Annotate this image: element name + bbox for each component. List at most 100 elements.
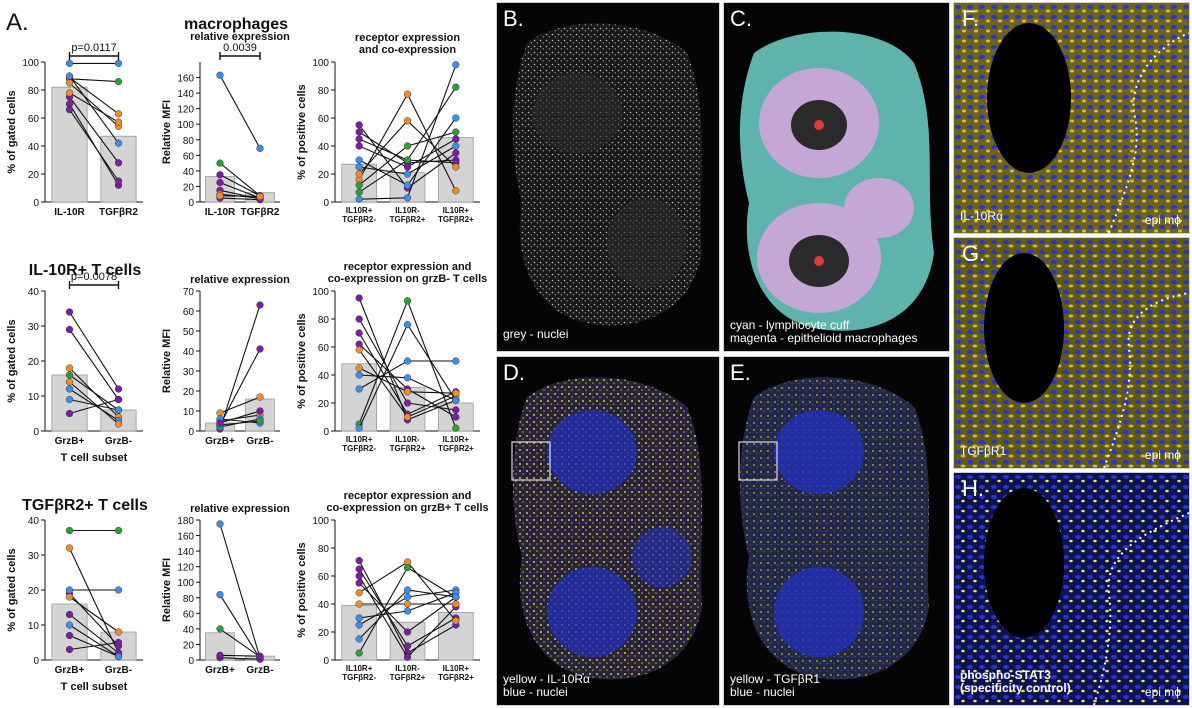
pair-line [219, 418, 261, 424]
x-tick-label: GrzB- [246, 665, 273, 676]
micrograph-d-letter: D. [503, 360, 525, 385]
data-point [403, 600, 412, 608]
y-tick-label: 20 [318, 170, 330, 181]
x-tick-label: TGFβR2- [342, 215, 376, 224]
data-point [452, 83, 460, 91]
pair-line [69, 381, 119, 425]
data-point [216, 520, 224, 528]
data-point [452, 135, 460, 143]
pair-line [219, 162, 261, 197]
y-tick-label: 80 [318, 315, 330, 326]
pair-line [219, 657, 261, 660]
data-point [403, 194, 412, 202]
data-point [65, 409, 74, 418]
y-tick-label: 180 [177, 516, 194, 527]
data-point [355, 128, 363, 136]
data-point [355, 170, 363, 178]
x-tick-label: IL-10R [205, 207, 236, 218]
pair-line [219, 396, 261, 414]
y-axis-label: % of gated cells [6, 548, 18, 631]
data-point [403, 170, 412, 178]
y-axis-label: % of positive cells [296, 542, 308, 637]
chart-title: receptor expression and [344, 490, 472, 502]
data-point [114, 586, 123, 594]
y-tick-label: 40 [318, 600, 330, 611]
micrograph-f-caption: IL-10Rα [960, 209, 1003, 223]
x-tick-label: TGFβR2+ [390, 215, 426, 224]
x-tick-label: TGFβR2+ [390, 673, 426, 682]
y-tick-label: 80 [183, 136, 195, 147]
x-tick-label: IL10R+ [443, 435, 470, 444]
y-tick-label: 100 [312, 516, 329, 527]
pair-line [219, 195, 261, 198]
data-point [65, 308, 74, 316]
data-point [355, 424, 363, 432]
data-point [65, 526, 74, 535]
chart-title: receptor expression [355, 32, 460, 44]
data-point [65, 325, 74, 334]
pair-line [69, 398, 119, 415]
data-point [114, 159, 123, 167]
y-tick-label: 20 [28, 170, 40, 181]
data-point [216, 591, 224, 599]
data-point [355, 195, 363, 203]
y-tick-label: 80 [318, 544, 330, 555]
data-point [65, 364, 74, 372]
data-point [65, 645, 74, 654]
y-tick-label: 60 [183, 609, 195, 620]
data-point [403, 90, 412, 98]
data-point [403, 156, 412, 164]
micrograph-d-caption: yellow - IL-10Rα blue - nuclei [503, 672, 590, 699]
x-tick-label: TGFβR2+ [438, 444, 474, 453]
micrograph-d-inset-box [511, 441, 551, 481]
panel-a-charts: A. macrophages IL-10R+ T cells TGFβR2+ T… [6, 9, 489, 693]
x-tick-label: TGFβR2+ [390, 444, 426, 453]
data-point [114, 420, 123, 428]
y-tick-label: 0 [33, 198, 39, 209]
data-point [256, 301, 264, 309]
y-tick-label: 100 [177, 120, 194, 131]
y-tick-label: 20 [28, 357, 40, 368]
y-tick-label: 20 [183, 387, 195, 398]
data-point [65, 378, 74, 386]
y-tick-label: 60 [183, 151, 195, 162]
pair-line [69, 82, 119, 127]
p-value-label: p=0.0078 [71, 271, 117, 283]
data-point [65, 79, 74, 87]
micrograph-f-image [954, 3, 1189, 233]
micrograph-c-caption: cyan - lymphocyte cuff magenta - epithel… [730, 318, 918, 345]
micrograph-h-image [954, 473, 1189, 705]
y-tick-label: 140 [177, 89, 194, 100]
micrograph-g-image [954, 238, 1189, 468]
data-point [403, 653, 412, 661]
data-point [114, 177, 123, 185]
data-point [256, 407, 264, 415]
data-point [403, 586, 412, 594]
pair-line [69, 624, 119, 657]
data-point [403, 413, 412, 421]
micrograph-e: E. yellow - TGFβR1 blue - nuclei [723, 356, 950, 706]
y-tick-label: 20 [318, 628, 330, 639]
data-point [114, 59, 123, 68]
data-point [65, 544, 74, 552]
y-tick-label: 60 [28, 114, 40, 125]
pair-line [69, 596, 119, 633]
pair-line [219, 174, 261, 197]
micrograph-c-letter: C. [730, 6, 752, 31]
y-axis-label: Relative MFI [161, 100, 173, 164]
data-point [355, 565, 363, 573]
y-tick-label: 100 [312, 58, 329, 69]
micrograph-b: B. grey - nuclei [496, 2, 720, 352]
x-tick-label: GrzB- [246, 436, 273, 447]
micrograph-b-letter: B. [503, 6, 524, 31]
data-point [355, 294, 363, 302]
pair-line [219, 410, 261, 424]
x-tick-label: GrzB+ [205, 665, 235, 676]
data-point [403, 181, 412, 189]
y-tick-label: 80 [318, 86, 330, 97]
data-point [65, 371, 74, 379]
micrograph-c: C. cyan - lymphocyte cuff magenta - epit… [723, 2, 950, 352]
data-point [452, 396, 460, 404]
micrograph-h-letter: H. [962, 476, 984, 501]
y-tick-label: 30 [183, 367, 195, 378]
